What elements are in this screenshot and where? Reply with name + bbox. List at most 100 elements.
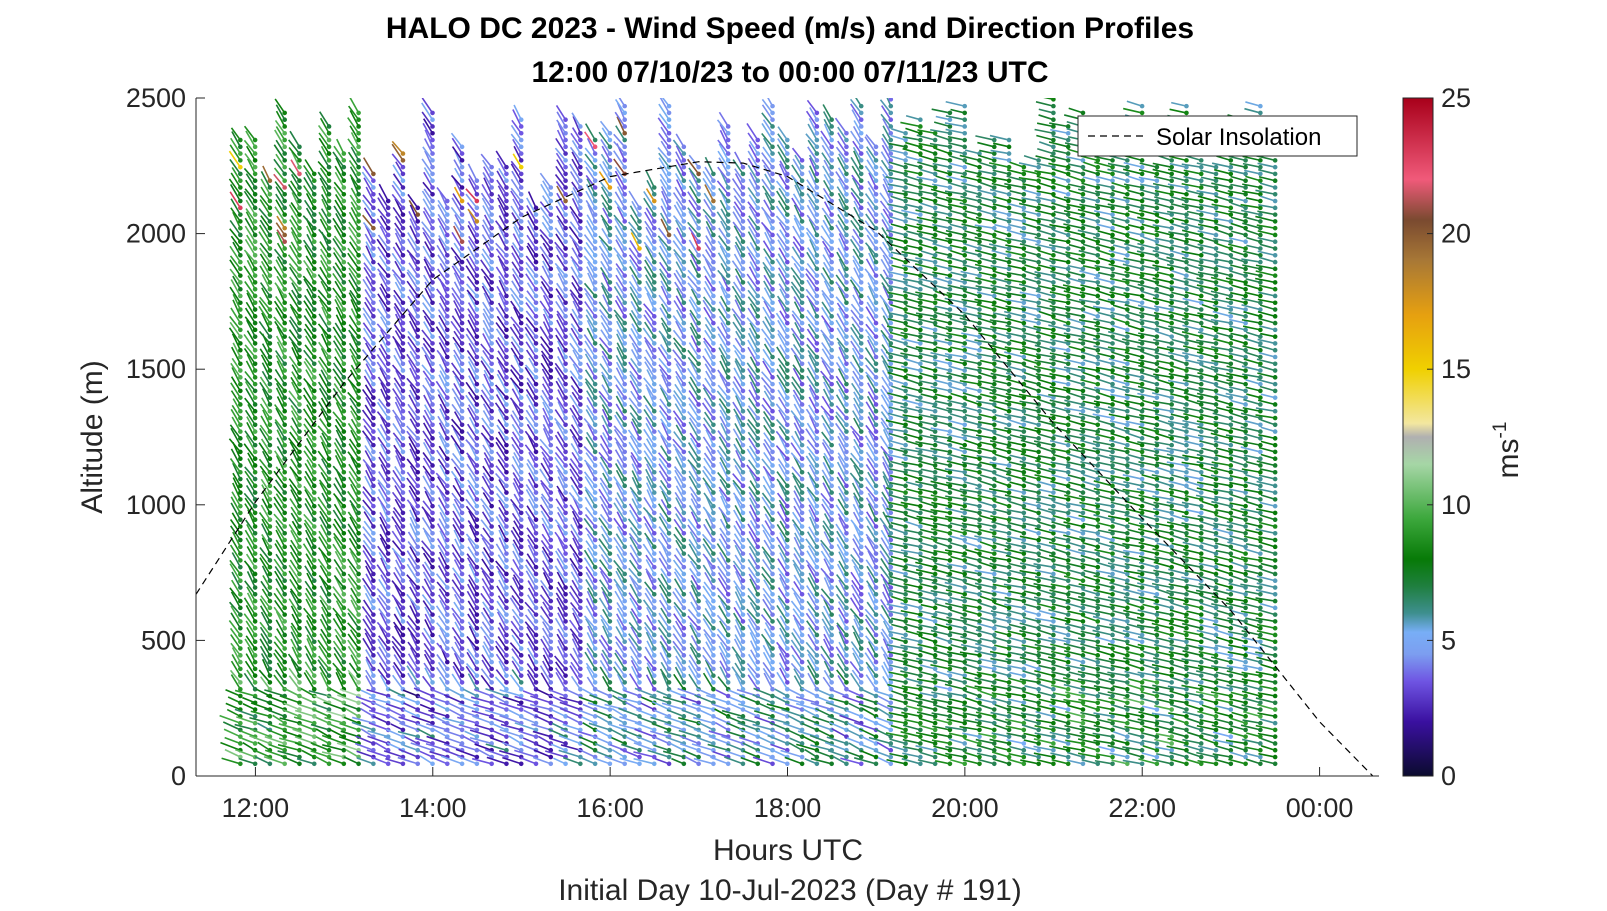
wind-vector-head (622, 591, 628, 597)
wind-vector-head (474, 619, 480, 624)
wind-vector-head (459, 469, 465, 475)
wind-vector (221, 757, 241, 765)
wind-vector-head (385, 436, 391, 441)
wind-vector-head (474, 476, 480, 482)
wind-vector-head (607, 463, 613, 468)
wind-vector-head (459, 185, 465, 190)
wind-vector-head (415, 415, 421, 421)
wind-vector-head (607, 558, 613, 563)
wind-vector-head (578, 178, 583, 184)
wind-vector (305, 193, 315, 209)
wind-vector-head (637, 605, 642, 611)
wind-vector-head (238, 171, 243, 177)
wind-vector (321, 734, 345, 745)
wind-vector-head (415, 280, 421, 285)
wind-vector (320, 194, 330, 209)
wind-vector (320, 347, 330, 365)
wind-vector-head (518, 286, 524, 292)
wind-vector (335, 314, 345, 331)
wind-vector-head (459, 497, 465, 502)
wind-vector-head (252, 341, 258, 346)
wind-vector (247, 275, 256, 290)
wind-vector-head (238, 537, 243, 543)
wind-vector-head (489, 415, 494, 421)
wind-vector (276, 662, 286, 677)
wind-vector-head (533, 544, 539, 550)
wind-vector-head (311, 205, 317, 211)
wind-vector-head (474, 280, 480, 285)
wind-vector-head (400, 388, 406, 394)
wind-vector (332, 362, 345, 378)
wind-vector-head (282, 314, 287, 319)
wind-vector-head (311, 219, 317, 224)
wind-vector-head (489, 286, 494, 292)
wind-vector-head (489, 639, 494, 645)
wind-vector-head (252, 544, 258, 550)
wind-vector (469, 736, 492, 745)
wind-vector (245, 208, 256, 222)
wind-vector-head (297, 300, 302, 306)
wind-vector-head (518, 625, 524, 631)
wind-vector-head (548, 408, 554, 414)
wind-vector-head (252, 388, 258, 394)
wind-vector (348, 272, 360, 290)
wind-vector-head (326, 205, 332, 211)
wind-vector-head (504, 347, 509, 353)
wind-vector (303, 423, 315, 439)
wind-vector (347, 573, 360, 589)
wind-vector-head (518, 327, 524, 333)
wind-vector-head (385, 680, 391, 685)
wind-vector-head (518, 558, 524, 563)
wind-vector-head (504, 761, 509, 767)
wind-vector-head (474, 252, 480, 258)
wind-vector-head (326, 422, 332, 428)
wind-vector (228, 620, 241, 636)
wind-vector-head (252, 327, 258, 333)
wind-vector (244, 344, 256, 358)
wind-vector-head (430, 408, 435, 414)
wind-vector-head (267, 551, 273, 556)
wind-vector-head (533, 517, 539, 523)
wind-vector-head (474, 483, 480, 489)
wind-vector-head (326, 375, 332, 380)
wind-vector (364, 475, 375, 493)
wind-vector-head (533, 327, 539, 333)
wind-vector-head (518, 585, 524, 590)
wind-vector-head (622, 164, 628, 170)
wind-vector-head (592, 191, 598, 197)
wind-vector-head (563, 693, 568, 699)
wind-vector (321, 492, 330, 507)
wind-vector-head (297, 524, 302, 529)
wind-vector-head (607, 591, 613, 597)
wind-vector (361, 430, 375, 446)
wind-vector-head (385, 619, 391, 624)
wind-vector-head (415, 354, 421, 360)
wind-vector-head (415, 761, 421, 767)
wind-vector-head (238, 327, 243, 333)
wind-vector (319, 510, 330, 527)
wind-vector (277, 743, 300, 752)
wind-vector-head (430, 381, 435, 387)
wind-vector (290, 180, 301, 195)
wind-vector-head (311, 619, 317, 624)
wind-vector-head (504, 252, 509, 258)
wind-vector (220, 741, 241, 751)
wind-vector-head (445, 212, 450, 217)
wind-vector (287, 183, 301, 202)
wind-vector (274, 421, 286, 439)
wind-vector (234, 748, 256, 758)
wind-vector-head (385, 571, 391, 577)
wind-vector-head (238, 720, 243, 726)
wind-vector-head (533, 259, 539, 265)
wind-vector (349, 348, 360, 365)
wind-vector-head (518, 205, 524, 211)
wind-vector-head (297, 591, 302, 597)
wind-vector-head (415, 469, 421, 475)
wind-vector-head (415, 625, 421, 631)
wind-vector-head (238, 503, 243, 509)
wind-vector-head (282, 625, 287, 631)
wind-vector-head (489, 314, 494, 319)
wind-vector-head (533, 612, 539, 617)
wind-vector-head (489, 497, 494, 502)
